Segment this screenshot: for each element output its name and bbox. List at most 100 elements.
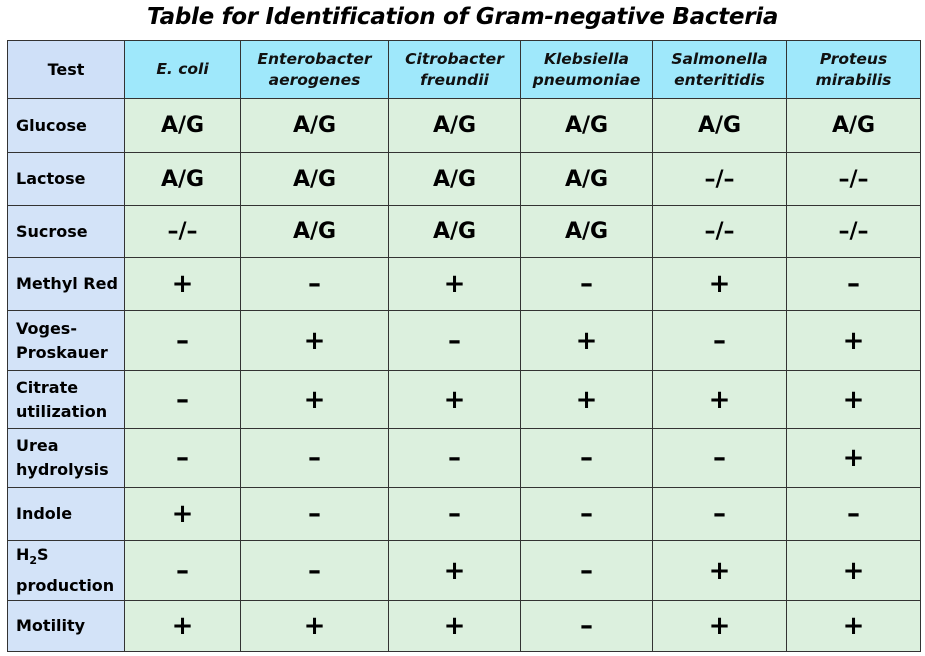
result-cell: + — [786, 540, 921, 601]
result-cell: – — [652, 310, 787, 371]
result-cell: A/G — [520, 152, 653, 206]
table-row: Lactose A/G A/G A/G A/G –/– –/– — [7, 152, 921, 206]
table-row: Sucrose –/– A/G A/G A/G –/– –/– — [7, 205, 921, 258]
row-label: H2S production — [7, 540, 125, 601]
row-label: Lactose — [7, 152, 125, 206]
result-cell: + — [520, 310, 653, 371]
row-label: Motility — [7, 600, 125, 652]
result-cell: A/G — [652, 98, 787, 153]
species-name-line: enteritidis — [674, 70, 765, 89]
result-cell: – — [124, 370, 241, 429]
result-cell: A/G — [388, 152, 521, 206]
row-label: Voges- Proskauer — [7, 310, 125, 371]
result-cell: – — [124, 540, 241, 601]
result-cell: – — [520, 487, 653, 541]
row-label-text: H — [16, 545, 30, 565]
species-name-line: Enterobacter — [257, 49, 372, 68]
row-label-text: Methyl Red — [16, 274, 118, 293]
row-label-text: Sucrose — [16, 221, 88, 241]
table-row: Citrate utilization – + + + + + — [7, 370, 921, 429]
result-cell: –/– — [124, 205, 241, 258]
table-row: Indole + – – – – – — [7, 487, 921, 541]
species-name-line: Citrobacter — [405, 49, 504, 68]
table-row: Glucose A/G A/G A/G A/G A/G A/G — [7, 98, 921, 153]
result-cell: – — [786, 257, 921, 311]
species-name-line: Klebsiella — [543, 49, 630, 68]
result-cell: A/G — [388, 205, 521, 258]
row-label-text: production — [16, 575, 115, 595]
result-cell: – — [520, 257, 653, 311]
species-name-line: freundii — [420, 70, 489, 89]
result-cell: – — [240, 487, 389, 541]
result-cell: – — [124, 310, 241, 371]
table-row: Methyl Red + – + – + – — [7, 257, 921, 311]
result-cell: + — [240, 370, 389, 429]
result-cell: + — [786, 310, 921, 371]
species-name-line: E. coli — [156, 60, 209, 78]
result-cell: + — [240, 600, 389, 652]
species-name-line: Proteus — [819, 49, 888, 68]
row-label: Indole — [7, 487, 125, 541]
result-cell: –/– — [652, 205, 787, 258]
result-cell: A/G — [786, 98, 921, 153]
result-cell: + — [124, 257, 241, 311]
result-cell: A/G — [124, 98, 241, 153]
result-cell: + — [786, 600, 921, 652]
result-cell: – — [388, 428, 521, 488]
result-cell: + — [388, 257, 521, 311]
row-label-text: Lactose — [16, 169, 86, 188]
row-label-text: utilization — [16, 401, 108, 421]
row-label-text: Voges- — [16, 318, 77, 338]
row-label-text: S — [37, 545, 49, 565]
result-cell: + — [652, 370, 787, 429]
result-cell: + — [786, 428, 921, 488]
result-cell: – — [240, 540, 389, 601]
result-cell: – — [240, 257, 389, 311]
header-species: Proteus mirabilis — [786, 40, 921, 99]
result-cell: + — [652, 257, 787, 311]
header-species: E. coli — [124, 40, 241, 99]
result-cell: – — [388, 310, 521, 371]
identification-table: Test E. coli Enterobacter aerogenes Citrobac… — [7, 40, 921, 652]
result-cell: A/G — [240, 98, 389, 153]
result-cell: + — [388, 540, 521, 601]
table-row: Motility + + + – + + — [7, 600, 921, 652]
row-label-text: Motility — [16, 616, 86, 635]
result-cell: A/G — [124, 152, 241, 206]
result-cell: –/– — [786, 205, 921, 258]
species-name-line: aerogenes — [268, 70, 361, 89]
result-cell: – — [520, 600, 653, 652]
result-cell: + — [652, 600, 787, 652]
species-name-line: mirabilis — [815, 70, 892, 89]
header-species: Enterobacter aerogenes — [240, 40, 389, 99]
result-cell: A/G — [240, 205, 389, 258]
result-cell: A/G — [240, 152, 389, 206]
table-row: Voges- Proskauer – + – + – + — [7, 310, 921, 371]
species-name-line: Salmonella — [671, 49, 768, 68]
result-cell: –/– — [786, 152, 921, 206]
header-test: Test — [7, 40, 125, 99]
row-label: Urea hydrolysis — [7, 428, 125, 488]
row-label: Methyl Red — [7, 257, 125, 311]
header-species: Salmonella enteritidis — [652, 40, 787, 99]
result-cell: – — [786, 487, 921, 541]
row-label-subscript: 2 — [29, 554, 38, 568]
header-species: Citrobacter freundii — [388, 40, 521, 99]
row-label: Citrate utilization — [7, 370, 125, 429]
result-cell: + — [124, 600, 241, 652]
table-row: Urea hydrolysis – – – – – + — [7, 428, 921, 488]
result-cell: – — [520, 540, 653, 601]
result-cell: + — [520, 370, 653, 429]
row-label-text: hydrolysis — [16, 460, 109, 479]
result-cell: + — [388, 370, 521, 429]
result-cell: – — [124, 428, 241, 488]
result-cell: – — [652, 428, 787, 488]
row-label: Sucrose — [7, 205, 125, 258]
row-label-text: Citrate — [16, 377, 79, 397]
result-cell: – — [240, 428, 389, 488]
species-name-line: pneumoniae — [532, 70, 641, 89]
result-cell: A/G — [520, 205, 653, 258]
result-cell: – — [388, 487, 521, 541]
row-label-text: Urea — [16, 436, 59, 455]
result-cell: A/G — [388, 98, 521, 153]
